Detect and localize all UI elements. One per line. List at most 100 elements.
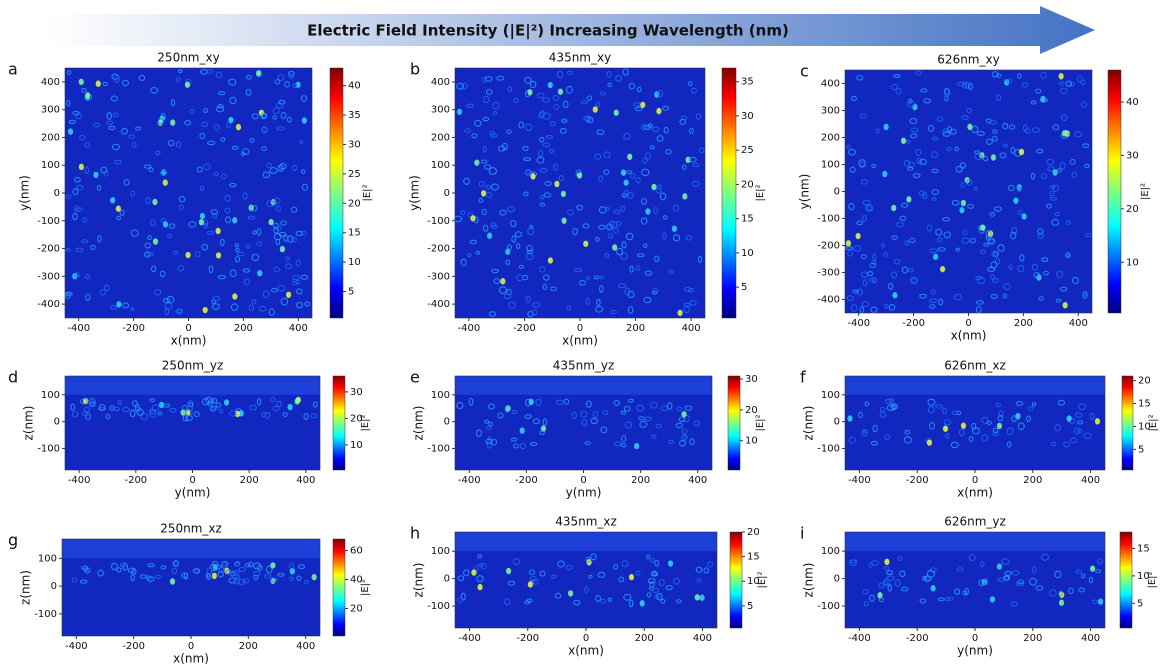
field-hotspot (846, 295, 854, 302)
field-hotspot (230, 303, 239, 311)
field-hotspot (482, 116, 490, 122)
field-hotspot (599, 275, 604, 280)
panel: f 626nm_xz -400 -200 0 200 400 -100 0 100 x(nm) z(n… (800, 359, 1159, 500)
field-hotspot (244, 563, 251, 568)
x-axis-label: x(nm) (951, 329, 987, 343)
field-hotspot (170, 119, 176, 126)
field-hotspot (640, 101, 646, 109)
field-hotspot (844, 246, 854, 251)
field-hotspot (566, 305, 572, 311)
field-hotspot (928, 124, 935, 133)
field-hotspot (201, 121, 208, 128)
field-hotspot (625, 232, 634, 241)
x-tick-label: 0 (972, 633, 978, 644)
field-hotspot (856, 75, 864, 81)
field-hotspot (882, 580, 888, 587)
field-hotspot (628, 573, 635, 581)
y-tick-label: 0 (834, 417, 840, 428)
field-hotspot (553, 104, 560, 111)
field-hotspot (207, 68, 214, 74)
field-hotspot (160, 565, 167, 570)
field-hotspot (536, 92, 545, 99)
y-tick-label: -300 (817, 268, 840, 279)
field-hotspot (99, 289, 107, 296)
field-hotspot (166, 295, 175, 304)
field-hotspot (158, 401, 165, 409)
field-hotspot (273, 226, 279, 234)
field-hotspot (140, 412, 149, 421)
x-tick-label: 200 (635, 633, 654, 644)
field-hotspot (580, 100, 588, 105)
y-tick-label: 200 (821, 133, 840, 144)
field-hotspot (554, 592, 562, 599)
field-hotspot (1027, 406, 1034, 411)
field-hotspot (654, 559, 659, 567)
header-title: Electric Field Intensity (|E|²) Increasi… (307, 22, 789, 41)
field-hotspot (286, 116, 292, 123)
field-hotspot (613, 400, 621, 406)
field-hotspot (557, 70, 564, 79)
field-hotspot (228, 78, 237, 86)
field-hotspot (858, 411, 863, 419)
y-tick-label: 300 (431, 105, 450, 116)
field-hotspot (1069, 159, 1076, 165)
field-hotspot (980, 224, 986, 231)
field-hotspot (529, 575, 537, 582)
field-hotspot (1031, 402, 1037, 407)
field-hotspot (245, 75, 253, 80)
y-tick-label: -100 (37, 444, 60, 455)
field-hotspot (1037, 228, 1044, 235)
field-hotspot (960, 199, 967, 207)
field-hotspot (471, 569, 477, 576)
field-hotspot (559, 127, 567, 134)
field-hotspot (651, 570, 658, 576)
field-hotspot (937, 247, 946, 252)
field-hotspot (1060, 114, 1068, 121)
field-hotspot (862, 214, 867, 222)
field-hotspot (291, 275, 300, 281)
field-hotspot (684, 405, 693, 411)
field-hotspot (991, 250, 1000, 258)
field-hotspot (600, 426, 608, 434)
field-hotspot (855, 232, 861, 240)
field-hotspot (627, 306, 634, 314)
field-hotspot (861, 430, 868, 437)
field-hotspot (111, 143, 120, 151)
field-hotspot (119, 209, 125, 216)
field-hotspot (649, 581, 655, 588)
field-hotspot (908, 161, 915, 168)
field-hotspot (532, 301, 541, 308)
field-hotspot (128, 134, 135, 139)
colorbar-tick-label: 15 (741, 214, 754, 225)
field-hotspot (488, 421, 493, 427)
field-hotspot (477, 583, 483, 591)
field-hotspot (683, 306, 690, 314)
colorbar-label: |E|² (755, 414, 766, 431)
x-tick-label: 200 (631, 475, 650, 486)
field-hotspot (466, 103, 475, 108)
field-hotspot (220, 173, 227, 180)
field-hotspot (544, 181, 552, 187)
field-hotspot (886, 575, 895, 581)
field-hotspot (629, 172, 636, 180)
field-hotspot (151, 265, 157, 273)
y-tick-label: 100 (431, 390, 450, 401)
field-hotspot (656, 187, 662, 194)
field-hotspot (1058, 599, 1065, 606)
field-hotspot (910, 127, 919, 133)
field-hotspot (932, 253, 939, 260)
colorbar-tick-label: 25 (741, 145, 754, 156)
field-hotspot (252, 230, 257, 235)
colorbar-tick-label: 60 (350, 546, 363, 557)
field-hotspot (73, 272, 80, 278)
field-hotspot (164, 307, 170, 315)
field-hotspot (548, 148, 555, 153)
field-hotspot (981, 434, 989, 442)
field-hotspot (541, 97, 550, 103)
field-hotspot (199, 132, 206, 140)
field-hotspot (953, 293, 962, 301)
field-hotspot (84, 273, 91, 280)
field-hotspot (159, 170, 168, 175)
